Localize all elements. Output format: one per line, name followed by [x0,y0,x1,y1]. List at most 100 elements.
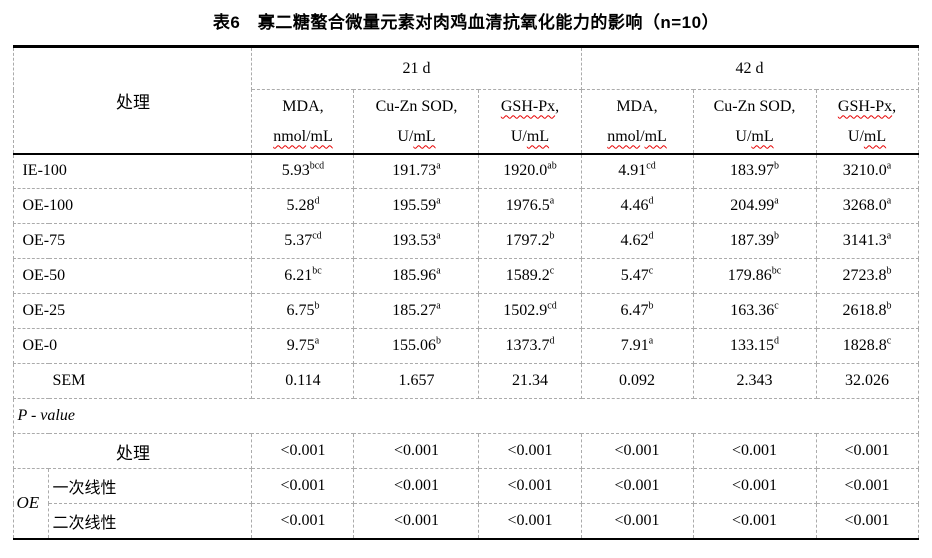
cell: <0.001 [353,433,480,469]
cell: <0.001 [815,503,919,539]
header-sod-42d: Cu-Zn SOD, U/mL [692,89,817,155]
header-sod-21d: Cu-Zn SOD, U/mL [353,89,480,155]
row-label-sem: SEM [13,363,253,399]
unit-ml: mL [751,128,774,146]
cell: 5.93bcd [251,153,355,189]
cell: 4.46d [580,188,694,224]
cell: 6.75b [251,293,355,329]
cell: <0.001 [580,433,694,469]
cell: 195.59a [353,188,480,224]
cell: 3210.0a [815,153,919,189]
cell: 1976.5a [478,188,582,224]
cell: 5.47c [580,258,694,294]
gshpx-label: GSH-Px [837,98,893,116]
cell: <0.001 [692,468,817,504]
cell: 6.47b [580,293,694,329]
cell: 183.97b [692,153,817,189]
cell: 5.37cd [251,223,355,259]
header-gshpx-42d: GSH-Px, U/mL [815,89,919,155]
cell: 1.657 [353,363,480,399]
row-label-oe25: OE-25 [13,293,253,329]
table-row: OE-75 5.37cd 193.53a 1797.2b 4.62d 187.3… [13,223,919,259]
cell: <0.001 [251,433,355,469]
table-row: IE-100 5.93bcd 191.73a 1920.0ab 4.91cd 1… [13,153,919,189]
cell: 9.75a [251,328,355,364]
cell: <0.001 [692,503,817,539]
cell: <0.001 [815,468,919,504]
p-value-row: P - value [13,398,919,434]
table-row: OE-0 9.75a 155.06b 1373.7d 7.91a 133.15d… [13,328,919,364]
cell: <0.001 [478,468,582,504]
p-oe-linear-row: OE 一次线性 <0.001 <0.001 <0.001 <0.001 <0.0… [13,468,919,539]
header-group-21d: 21 d [251,46,582,90]
p-value-label: P - value [13,398,919,434]
unit-nmol: nmol [273,128,307,146]
header-gshpx-21d: GSH-Px, U/mL [478,89,582,155]
table-row: OE-100 5.28d 195.59a 1976.5a 4.46d 204.9… [13,188,919,224]
table-row: OE-25 6.75b 185.27a 1502.9cd 6.47b 163.3… [13,293,919,329]
cell: 6.21bc [251,258,355,294]
table-row: OE-50 6.21bc 185.96a 1589.2c 5.47c 179.8… [13,258,919,294]
unit-ml: mL [526,128,550,146]
cell: 187.39b [692,223,817,259]
cell: 1797.2b [478,223,582,259]
row-label-linear: 一次线性 [48,468,253,504]
mda-label: MDA, [282,98,324,116]
cell: 185.96a [353,258,480,294]
cell: 1920.0ab [478,153,582,189]
cell: 0.092 [580,363,694,399]
header-mda-42d: MDA, nmol/mL [580,89,694,155]
mda-label: MDA, [616,98,658,116]
header-treatment: 处理 [13,46,253,155]
cell: <0.001 [251,468,355,504]
unit-ml: mL [310,128,333,146]
cell: 185.27a [353,293,480,329]
table-row: SEM 0.114 1.657 21.34 0.092 2.343 32.026 [13,363,919,399]
row-label-oe100: OE-100 [13,188,253,224]
cell: 204.99a [692,188,817,224]
oe-group-label: OE [13,468,50,539]
cell: 2.343 [692,363,817,399]
row-label-oe0: OE-0 [13,328,253,364]
cell: 4.91cd [580,153,694,189]
cell: 1502.9cd [478,293,582,329]
cell: <0.001 [580,503,694,539]
p-oe-quadratic-row: 二次线性 <0.001 <0.001 <0.001 <0.001 <0.001 … [14,503,919,539]
unit-ml: mL [863,128,887,146]
cell: 4.62d [580,223,694,259]
header-row-measures: MDA, nmol/mL Cu-Zn SOD, U/mL GSH-Px, U/m… [14,89,919,155]
cell: 3141.3a [815,223,919,259]
row-label-ie100: IE-100 [13,153,253,189]
cell: 2618.8b [815,293,919,329]
unit-ml: mL [413,128,436,146]
header-group-42d: 42 d [580,46,919,90]
cell: <0.001 [478,503,582,539]
cell: <0.001 [478,433,582,469]
row-label-oe50: OE-50 [13,258,253,294]
row-label-oe75: OE-75 [13,223,253,259]
cell: 193.53a [353,223,480,259]
p-treatment-row: 处理 <0.001 <0.001 <0.001 <0.001 <0.001 <0… [13,433,919,469]
table-title: 表6 寡二糖螯合微量元素对肉鸡血清抗氧化能力的影响（n=10） [212,13,720,32]
row-label-quadratic: 二次线性 [48,503,253,539]
data-table: 处理 21 d 42 d MDA, nmol/mL Cu-Zn SOD, U/m… [13,45,919,540]
cell: <0.001 [353,468,480,504]
cell: 3268.0a [815,188,919,224]
cell: <0.001 [251,503,355,539]
cell: <0.001 [692,433,817,469]
cell: 0.114 [251,363,355,399]
sod-label: Cu-Zn SOD, [375,98,458,116]
p-row-label-treatment: 处理 [13,433,253,469]
cell: <0.001 [815,433,919,469]
cell: 133.15d [692,328,817,364]
sod-label: Cu-Zn SOD, [713,98,796,116]
cell: 179.86bc [692,258,817,294]
cell: 155.06b [353,328,480,364]
cell: 191.73a [353,153,480,189]
gshpx-label: GSH-Px [500,98,556,116]
cell: <0.001 [580,468,694,504]
unit-nmol: nmol [607,128,641,146]
cell: 1373.7d [478,328,582,364]
cell: 32.026 [815,363,919,399]
header-row-groups: 处理 21 d 42 d [13,46,919,155]
